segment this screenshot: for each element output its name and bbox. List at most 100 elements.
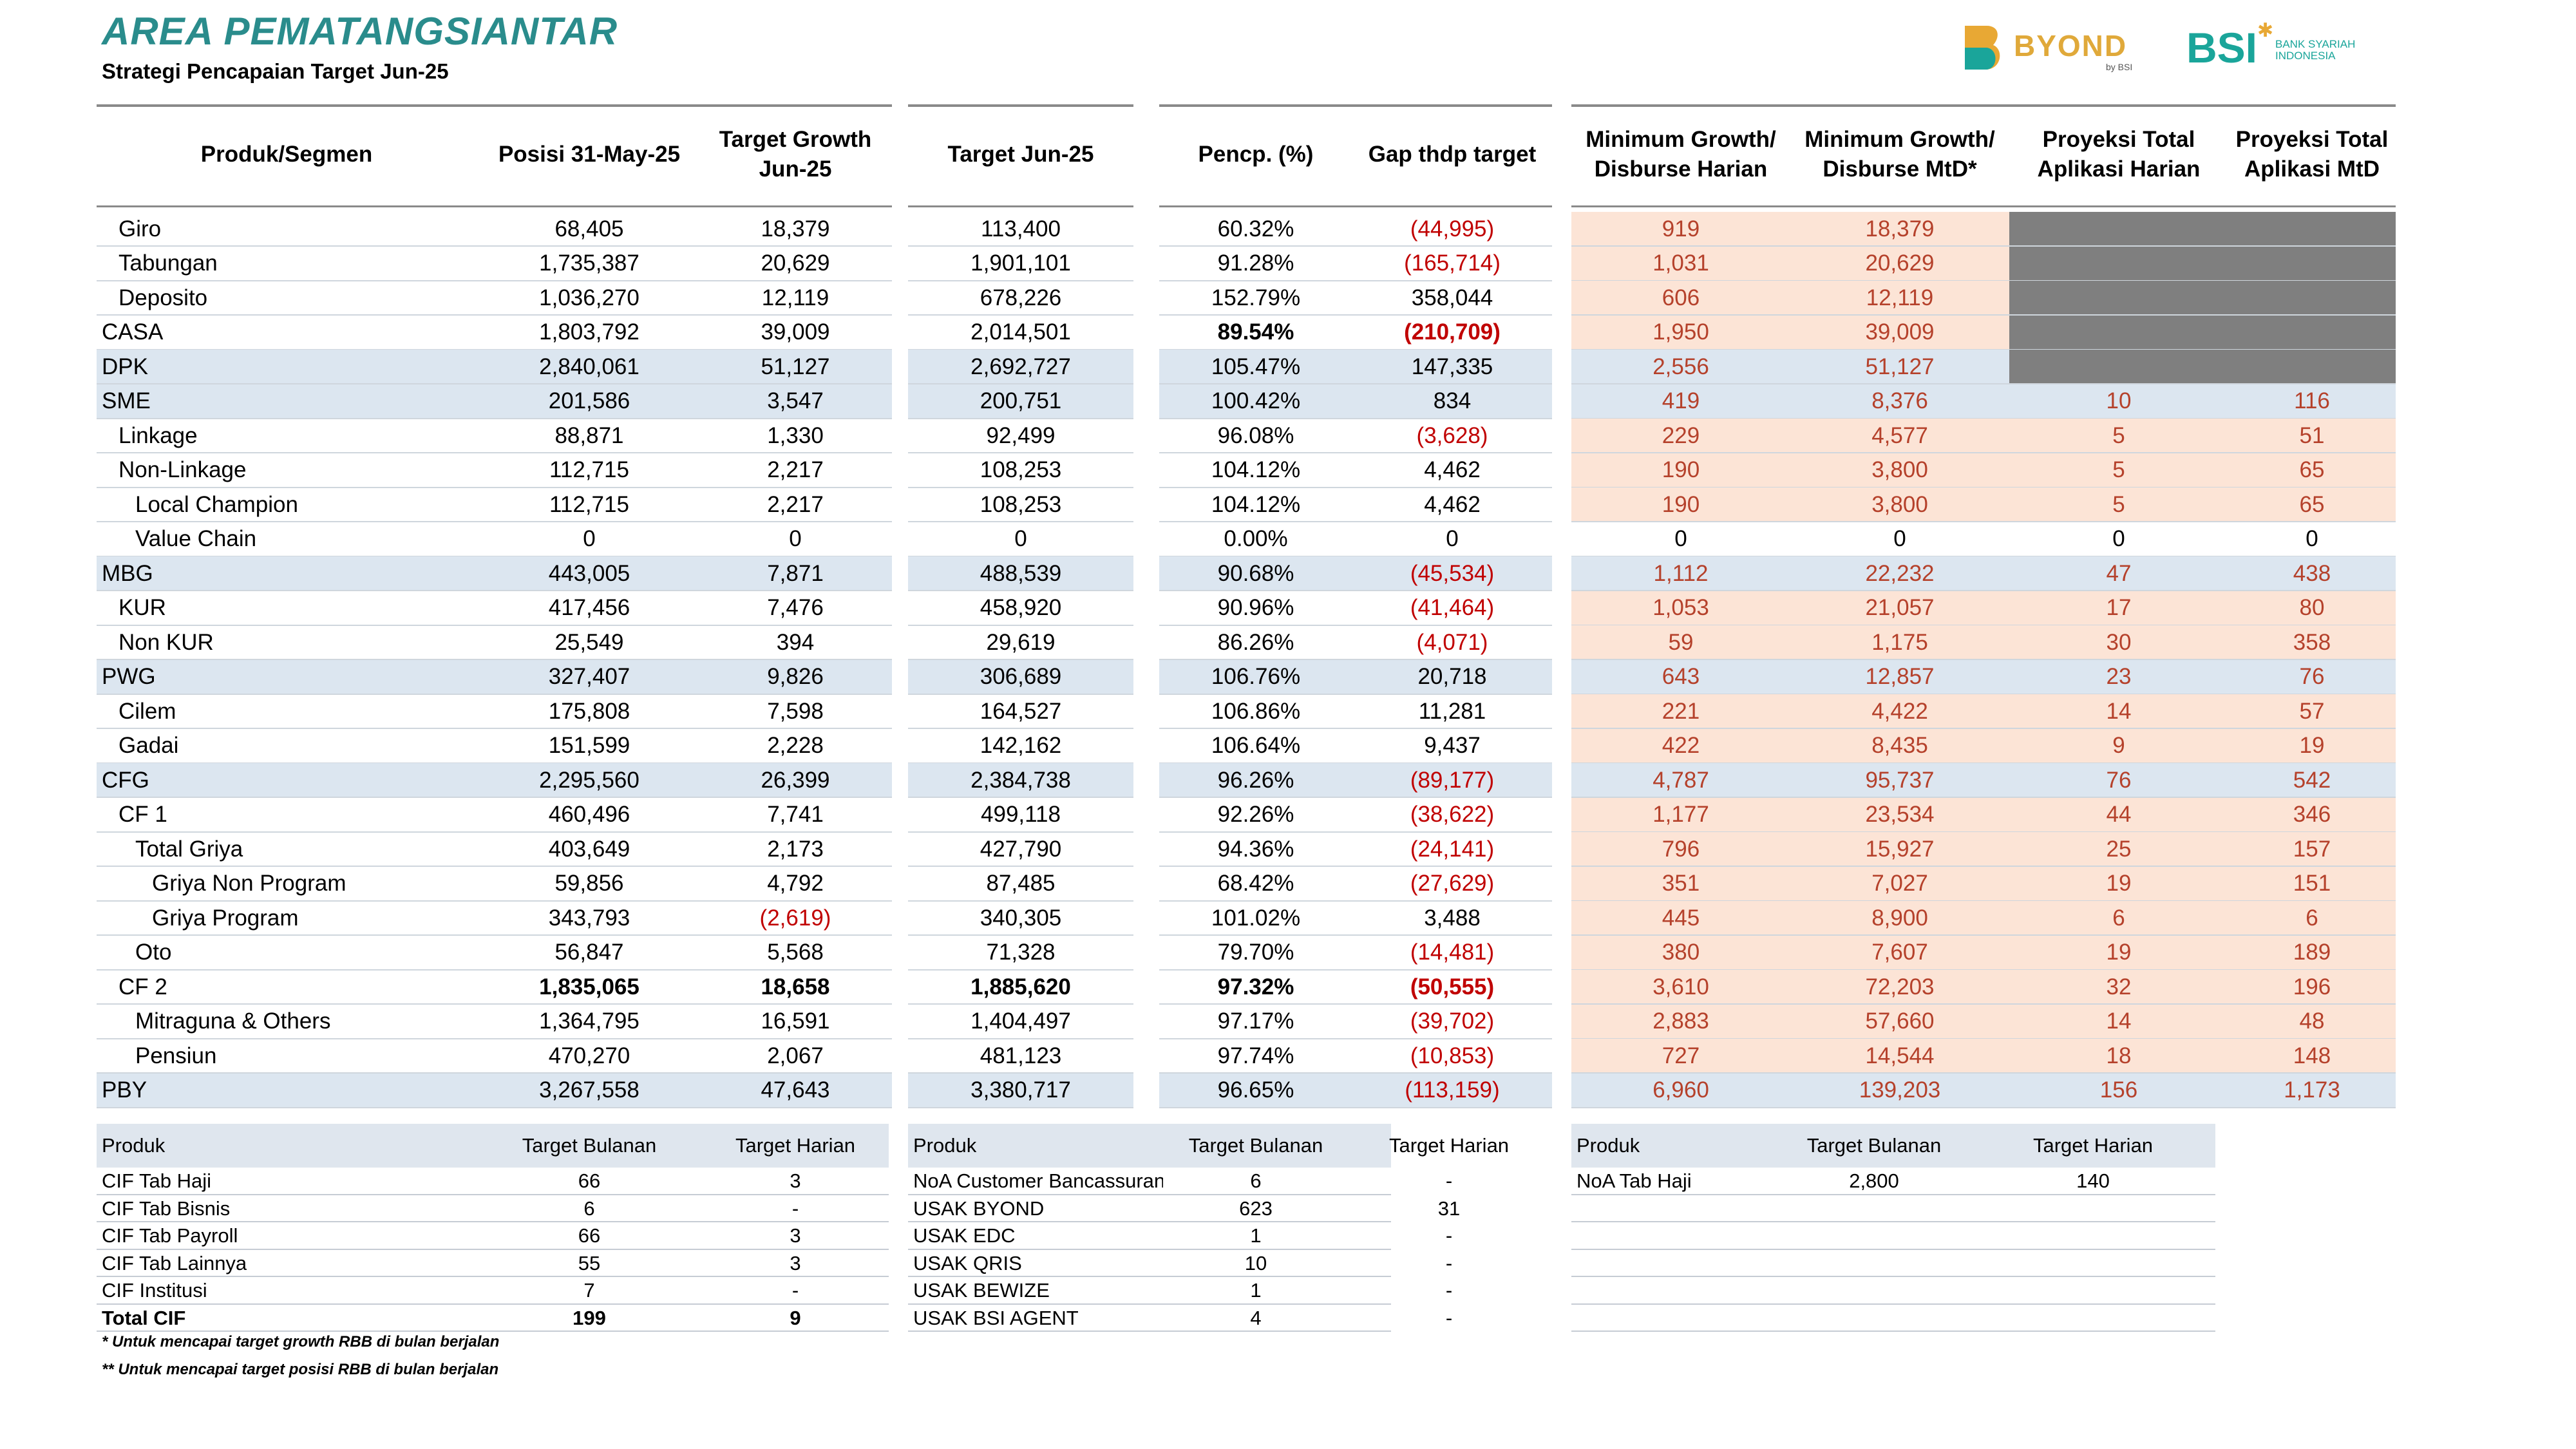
lower-row-rule [97, 1248, 889, 1250]
row-rule [1571, 866, 2396, 867]
row-rule [97, 693, 892, 695]
row-rule [97, 797, 892, 798]
segment-row-bg [97, 556, 892, 591]
row-rule [97, 314, 892, 316]
lower-cell-harian: - [1445, 1251, 1453, 1274]
cell-pencp: 96.26% [1217, 767, 1294, 793]
lower-cell-bulanan: 6 [1250, 1170, 1262, 1192]
cell-growth: (2,619) [759, 905, 831, 931]
cell-min-harian: 0 [1674, 526, 1687, 552]
cell-proj-mtd: 80 [2299, 595, 2325, 621]
row-rule [1571, 555, 2396, 557]
cell-proj-harian: 0 [2112, 526, 2125, 552]
cell-growth: 3,547 [767, 388, 824, 414]
cell-pencp: 100.42% [1211, 388, 1301, 414]
segment-row-bg [97, 350, 892, 384]
cell-proj-mtd: 157 [2293, 836, 2331, 862]
cell-growth: 47,643 [761, 1077, 830, 1103]
cell-growth: 2,228 [767, 733, 824, 759]
cell-min-mtd: 7,607 [1871, 940, 1928, 965]
row-label: Total Griya [135, 836, 243, 862]
cell-growth: 1,330 [767, 422, 824, 448]
row-label: Gadai [118, 733, 179, 759]
cell-posisi: 343,793 [548, 905, 630, 931]
lower-row-rule [97, 1331, 889, 1332]
cell-gap: 9,437 [1424, 733, 1481, 759]
row-rule [1159, 1106, 1552, 1108]
segment-row-bg [97, 384, 892, 419]
cell-gap: 3,488 [1424, 905, 1481, 931]
row-label: Cilem [118, 698, 176, 724]
cell-proj-harian: 76 [2106, 767, 2132, 793]
row-rule [97, 728, 892, 729]
cell-min-harian: 1,112 [1653, 560, 1709, 586]
lower-row-rule [97, 1276, 889, 1277]
cell-target: 108,253 [980, 491, 1062, 517]
cell-gap: (165,714) [1404, 251, 1501, 276]
cell-min-mtd: 7,027 [1871, 871, 1928, 896]
cell-gap: (113,159) [1405, 1077, 1500, 1103]
cell-pencp: 91.28% [1217, 251, 1294, 276]
cell-min-harian: 221 [1662, 698, 1700, 724]
cell-pencp: 89.54% [1217, 319, 1294, 345]
cell-gap: 0 [1446, 526, 1459, 552]
cell-target: 92,499 [986, 422, 1056, 448]
column-header: Minimum Growth/ Disburse Harian [1586, 127, 1776, 182]
row-rule [97, 452, 892, 453]
lower-column-header: Produk [102, 1134, 166, 1157]
row-rule [97, 417, 892, 419]
segment-row-bg [97, 1073, 892, 1108]
row-rule [1159, 797, 1552, 798]
cell-min-mtd: 20,629 [1865, 251, 1935, 276]
segment-row-bg [1159, 350, 1552, 384]
row-rule [1571, 590, 2396, 591]
cell-min-mtd: 23,534 [1865, 802, 1935, 828]
lower-cell-bulanan: 66 [578, 1170, 601, 1192]
row-rule [908, 314, 1133, 316]
cell-proj-mtd: 65 [2299, 491, 2325, 517]
lower-row-label: USAK BYOND [913, 1197, 1045, 1220]
row-label: SME [102, 388, 151, 414]
row-rule [1159, 1003, 1552, 1005]
cell-gap: 834 [1433, 388, 1472, 414]
lower-row-rule [1571, 1331, 2215, 1332]
cell-min-harian: 351 [1662, 871, 1700, 896]
lower-cell-harian: 3 [790, 1170, 801, 1192]
cell-pencp: 104.12% [1211, 457, 1301, 483]
projection-bg [1571, 694, 2396, 729]
cell-min-mtd: 12,119 [1866, 285, 1934, 310]
cell-target: 499,118 [981, 802, 1061, 828]
gray-block [2009, 246, 2396, 281]
row-rule [97, 245, 892, 247]
column-header: Target Growth Jun-25 [719, 127, 872, 182]
cell-growth: 51,127 [761, 354, 830, 379]
cell-proj-mtd: 65 [2299, 457, 2325, 483]
row-rule [1571, 762, 2396, 764]
row-rule [908, 866, 1133, 867]
row-rule [908, 417, 1133, 419]
bsi-logo-text: BSI [2186, 24, 2258, 71]
cell-growth: 2,217 [767, 457, 824, 483]
projection-bg [1571, 488, 2396, 522]
star-icon: ✱ [2257, 20, 2274, 41]
cell-target: 2,692,727 [971, 354, 1071, 379]
lower-cell-bulanan: 2,800 [1849, 1170, 1899, 1192]
row-rule [908, 590, 1133, 591]
row-rule [1571, 934, 2396, 936]
cell-min-harian: 1,053 [1653, 595, 1709, 621]
lower-cell-harian: - [791, 1197, 799, 1220]
cell-proj-harian: 6 [2112, 905, 2125, 931]
cell-proj-mtd: 0 [2306, 526, 2318, 552]
row-rule [97, 1072, 892, 1074]
lower-cell-bulanan: 1 [1250, 1279, 1262, 1302]
row-rule [97, 279, 892, 281]
projection-bg [1571, 625, 2396, 660]
lower-row-rule [1571, 1303, 2215, 1305]
cell-growth: 5,568 [767, 940, 824, 965]
header-bottom-rule [1159, 205, 1552, 207]
cell-min-mtd: 8,435 [1871, 733, 1928, 759]
row-rule [1159, 348, 1552, 350]
row-rule [908, 383, 1133, 384]
row-label: CFG [102, 767, 149, 793]
cell-pencp: 101.02% [1211, 905, 1301, 931]
